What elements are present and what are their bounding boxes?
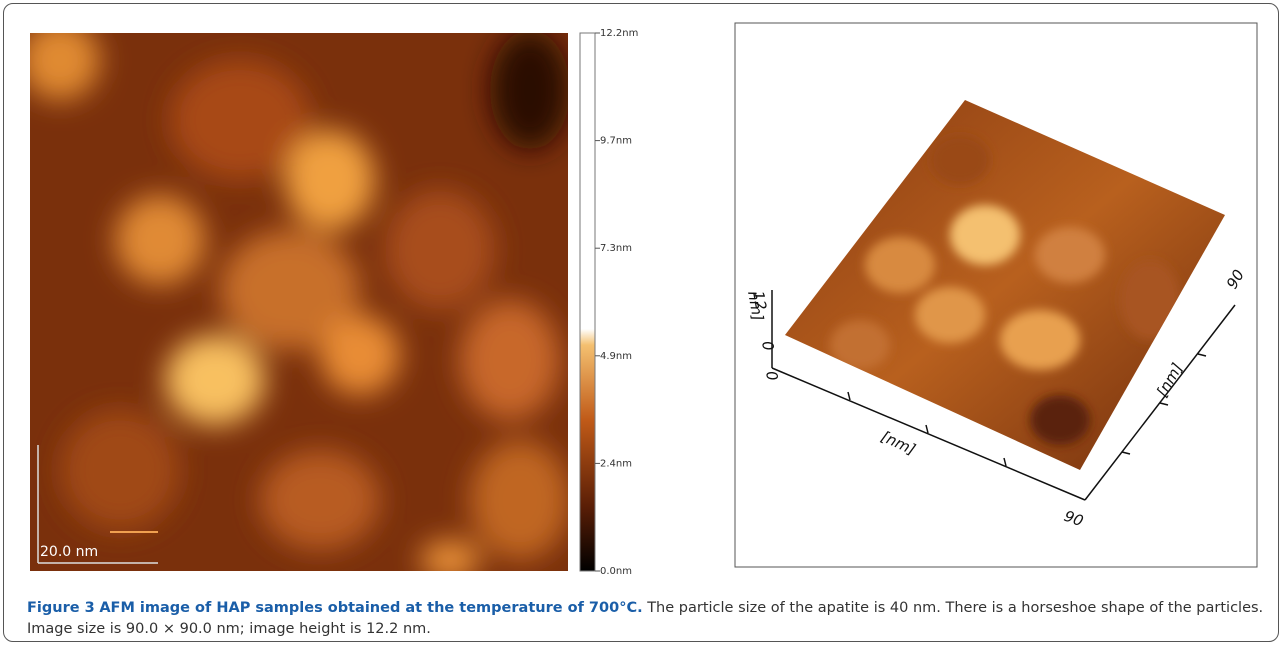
colorbar-ticks: 12.2nm 9.7nm 7.3nm 4.9nm 2.4nm 0.0nm [595,28,638,577]
page: {"figure": { "left": {"colorbar_ticks": … [0,0,1284,647]
colorbar-tick-label: 4.9nm [600,351,632,362]
colorbar-tick-label: 0.0nm [600,566,632,577]
caption-label: Figure 3 [27,600,95,616]
figure: 20.0 nm 12.2nm9.7nm7.3nm4.9nm2.4nm0.0nm … [0,0,1284,647]
colorbar [580,33,595,571]
colorbar-tick-label: 12.2nm [600,28,638,39]
colorbar-tick-label: 9.7nm [600,136,632,147]
scale-bar-label: 20.0 nm [40,544,98,560]
caption-title: AFM image of HAP samples obtained at the… [99,600,642,616]
colorbar-tick-label: 7.3nm [600,243,632,254]
colorbar-tick-label: 2.4nm [600,458,632,469]
afm-image: 20.0 nm [20,20,570,580]
z-tick: 12 [749,290,770,312]
caption: Figure 3 AFM image of HAP samples obtain… [27,598,1267,640]
